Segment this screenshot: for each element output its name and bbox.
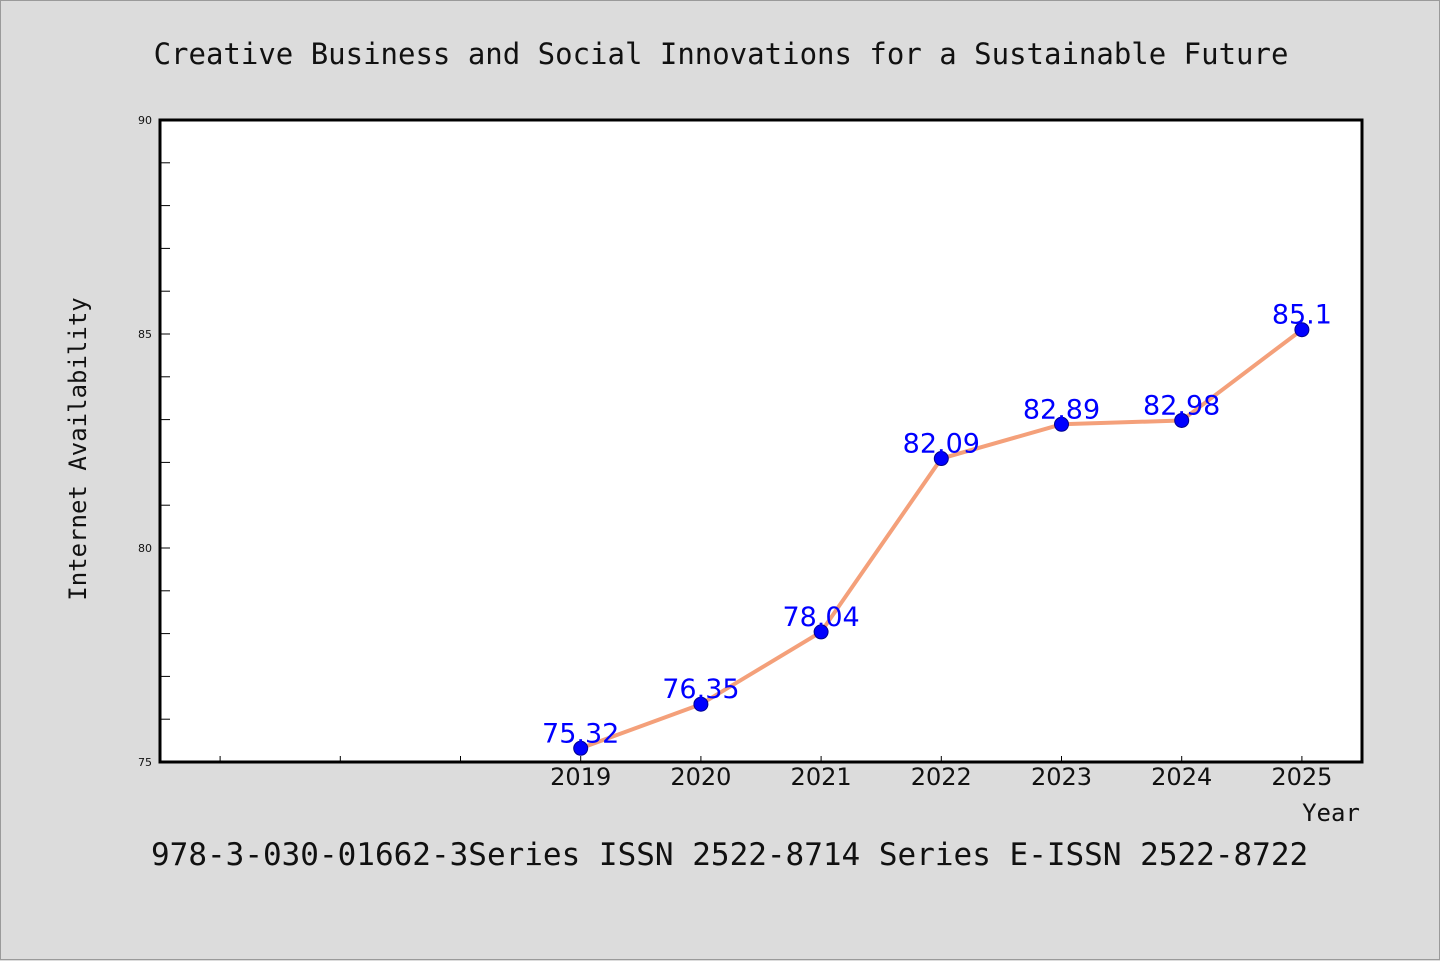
x-tick-label: 2019 [550, 763, 611, 791]
x-tick-label: 2022 [911, 763, 972, 791]
data-point [933, 451, 949, 467]
chart-title: Creative Business and Social Innovations… [154, 37, 1289, 71]
x-tick-label: 2025 [1271, 763, 1332, 791]
x-tick-label: 2020 [670, 763, 731, 791]
data-label: 82.09 [903, 429, 980, 460]
data-point [693, 696, 709, 712]
x-axis-label: Year [1302, 799, 1360, 827]
data-label: 85.1 [1272, 300, 1332, 331]
data-labels: 75.32 76.35 78.04 82.09 82.89 82.98 85.1 [542, 300, 1332, 750]
data-label: 78.04 [782, 602, 859, 633]
y-tick-label: 85 [138, 328, 152, 341]
data-label: 82.89 [1023, 394, 1100, 425]
data-point [813, 624, 829, 640]
x-axis-ticks: 2019 2020 2021 2022 2023 2024 2025 [219, 756, 1332, 791]
data-label: 76.35 [662, 674, 739, 705]
x-tick-label: 2024 [1151, 763, 1212, 791]
footer-issn: 978-3-030-01662-3Series ISSN 2522-8714 S… [151, 837, 1308, 873]
data-point [1174, 412, 1190, 428]
data-point [1054, 416, 1069, 432]
x-tick-label: 2021 [791, 763, 852, 791]
data-label: 75.32 [542, 718, 619, 749]
plot-border [158, 118, 1364, 764]
data-point [1294, 322, 1310, 338]
data-label: 82.98 [1143, 390, 1220, 421]
y-tick-label: 90 [138, 114, 152, 127]
y-tick-label: 80 [138, 542, 152, 555]
y-tick-label: 75 [138, 756, 152, 769]
data-point [573, 740, 589, 756]
x-tick-label: 2023 [1031, 763, 1092, 791]
plot-area [160, 120, 1362, 762]
y-axis-label: Internet Availability [64, 297, 92, 600]
data-points [573, 322, 1310, 756]
